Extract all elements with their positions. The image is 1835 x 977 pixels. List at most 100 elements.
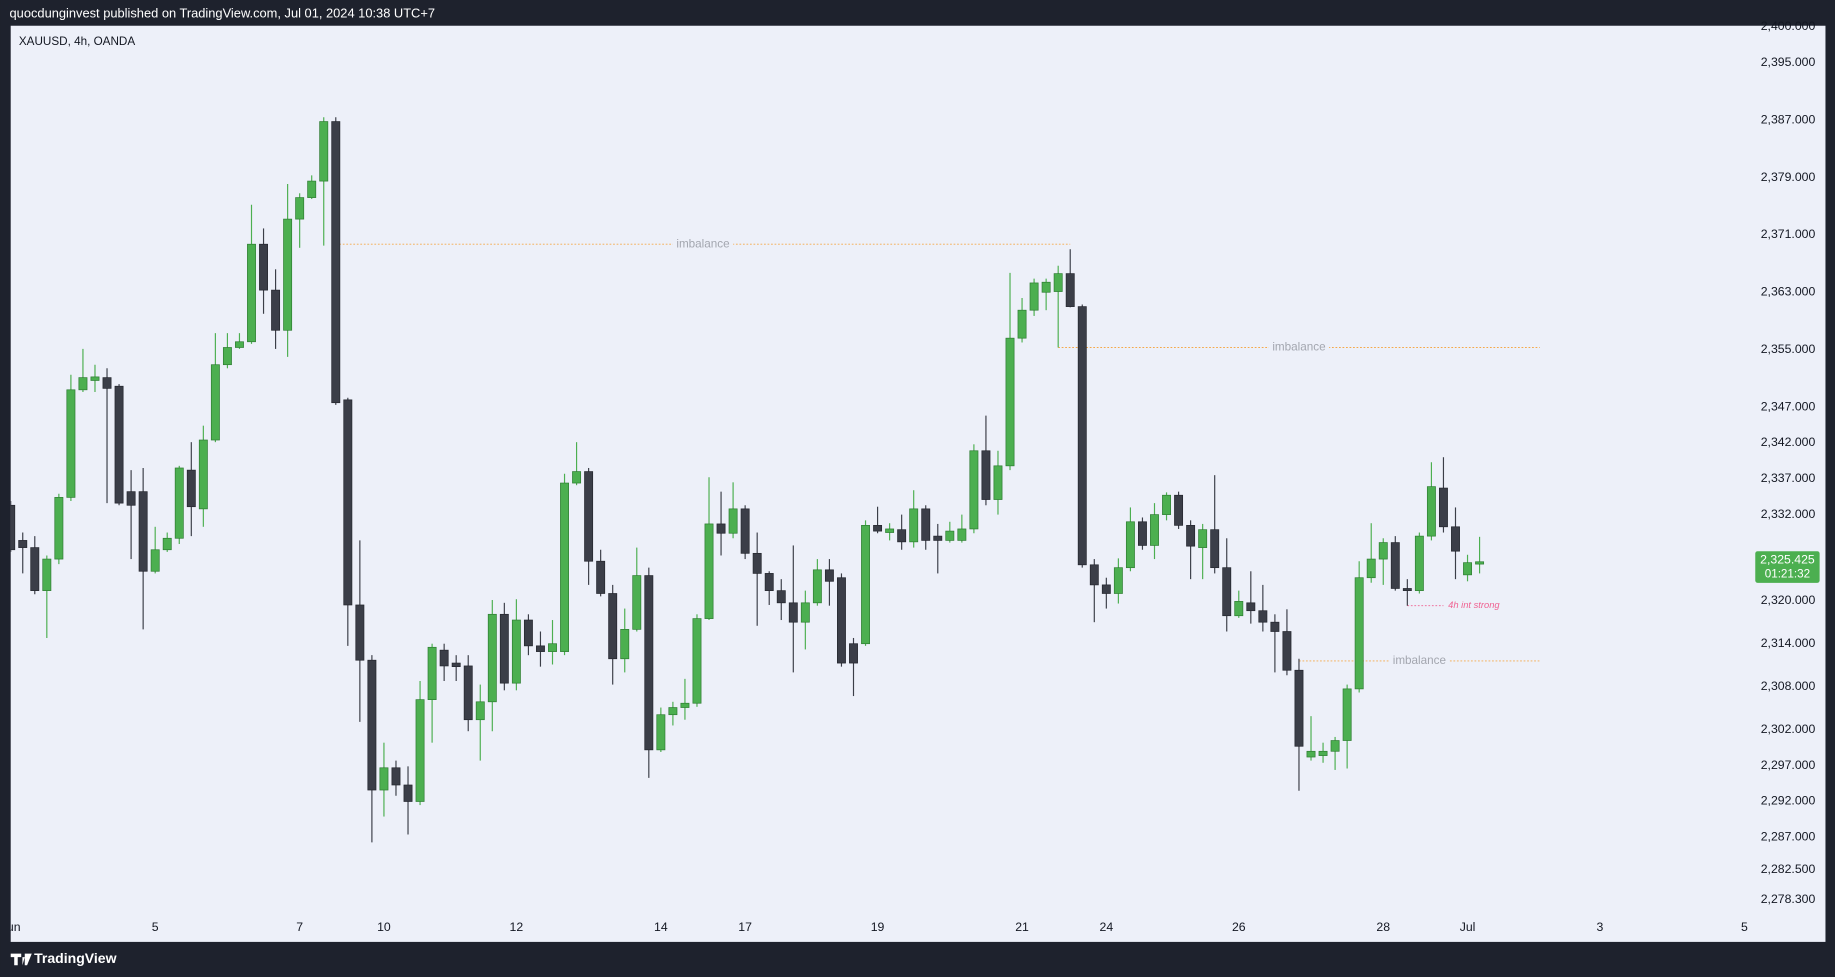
chart-panel bbox=[10, 25, 1826, 942]
candle-body bbox=[1174, 494, 1184, 526]
x-tick-label: Jun bbox=[1, 920, 21, 934]
x-tick-label: 5 bbox=[1741, 920, 1748, 934]
candle-body bbox=[1258, 610, 1268, 623]
candle-body bbox=[1222, 567, 1232, 617]
candle-body bbox=[18, 540, 28, 548]
candle-body bbox=[812, 569, 822, 604]
candle-body bbox=[861, 525, 870, 645]
candle-body bbox=[716, 523, 726, 534]
candle-body bbox=[800, 602, 810, 623]
candle-body bbox=[174, 467, 184, 539]
candle-body bbox=[909, 508, 919, 543]
candle-body bbox=[897, 529, 907, 543]
candle-body bbox=[921, 508, 931, 541]
candle-body bbox=[548, 643, 557, 652]
symbol-info: XAUUSD, 4h, OANDA bbox=[19, 35, 135, 48]
candle-body bbox=[584, 471, 594, 562]
candle-body bbox=[162, 537, 172, 551]
y-tick-label: 2,282.500 bbox=[1761, 862, 1816, 876]
candle-body bbox=[451, 662, 461, 668]
candle-body bbox=[319, 121, 329, 182]
candle-body bbox=[475, 701, 485, 721]
candle-body bbox=[572, 471, 582, 484]
candle-body bbox=[981, 450, 991, 500]
candle-body bbox=[776, 590, 786, 604]
candle-body bbox=[1113, 567, 1123, 594]
y-tick-label: 2,379.000 bbox=[1761, 170, 1816, 184]
candle-body bbox=[1246, 602, 1256, 612]
candle-body bbox=[596, 560, 606, 594]
x-tick-label: 24 bbox=[1100, 920, 1114, 934]
candle-body bbox=[42, 558, 52, 591]
candle-body bbox=[704, 523, 714, 619]
candle-body bbox=[1330, 740, 1340, 752]
candle-body bbox=[620, 629, 630, 660]
candle-body bbox=[247, 243, 256, 343]
candle-body bbox=[1089, 564, 1099, 586]
candle-body bbox=[560, 482, 569, 652]
candle-body bbox=[957, 528, 967, 541]
candle-body bbox=[1414, 535, 1424, 591]
candle-body bbox=[1053, 273, 1063, 292]
candle-body bbox=[1041, 281, 1051, 293]
candle-body bbox=[307, 180, 317, 198]
candle-body bbox=[656, 714, 666, 751]
candle-body bbox=[1005, 337, 1015, 467]
y-tick-label: 2,292.000 bbox=[1761, 794, 1816, 808]
y-tick-label: 2,314.000 bbox=[1761, 636, 1816, 650]
candle-body bbox=[427, 646, 437, 700]
candle-body bbox=[138, 491, 148, 572]
candle-body bbox=[259, 243, 268, 291]
candle-body bbox=[1186, 525, 1196, 547]
annotation-label: imbalance bbox=[1393, 654, 1446, 667]
x-tick-label: 12 bbox=[510, 920, 524, 934]
candle-body bbox=[1439, 487, 1448, 528]
candle-body bbox=[126, 491, 136, 506]
candle-body bbox=[1366, 558, 1376, 579]
candle-body bbox=[1451, 526, 1460, 552]
x-tick-label: 21 bbox=[1015, 920, 1029, 934]
candle-body bbox=[1426, 486, 1436, 537]
candle-body bbox=[1270, 621, 1280, 632]
candle-body bbox=[608, 593, 618, 660]
candle-body bbox=[463, 665, 473, 721]
candle-body bbox=[355, 604, 365, 661]
candle-body bbox=[788, 602, 798, 623]
candle-body bbox=[740, 508, 750, 554]
candle-body bbox=[379, 767, 389, 791]
candle-body bbox=[824, 569, 834, 582]
annotation-label-bg bbox=[672, 237, 734, 251]
y-tick-label: 2,347.000 bbox=[1761, 399, 1816, 413]
candle-body bbox=[692, 618, 702, 704]
x-tick-label: 17 bbox=[738, 920, 752, 934]
candle-body bbox=[186, 469, 196, 508]
candle-body bbox=[511, 619, 521, 684]
x-tick-label: 28 bbox=[1376, 920, 1390, 934]
candle-body bbox=[30, 547, 40, 591]
candle-body bbox=[1282, 631, 1292, 671]
candle-body bbox=[1029, 282, 1039, 311]
candle-body bbox=[271, 289, 281, 331]
candle-body bbox=[837, 577, 846, 664]
annotation-label-bg bbox=[1268, 340, 1330, 354]
candle-body bbox=[1138, 521, 1147, 546]
candle-body bbox=[102, 377, 112, 389]
candle-body bbox=[945, 530, 955, 541]
candle-body bbox=[198, 439, 208, 510]
y-tick-label: 2,308.000 bbox=[1761, 679, 1816, 693]
candle-body bbox=[1390, 542, 1400, 589]
candle-body bbox=[1463, 562, 1472, 576]
candle-body bbox=[10, 504, 16, 551]
plot-area: imbalance imbalance imbalance 4h int strong bbox=[10, 117, 1540, 843]
candle-body bbox=[849, 643, 858, 664]
candle-body bbox=[66, 389, 76, 498]
candle-body bbox=[1318, 750, 1328, 756]
candle-body bbox=[499, 613, 509, 684]
candle-body bbox=[632, 575, 642, 630]
axes: 2,400.000 2,395.000 2,387.000 2,379.000 2,37… bbox=[1, 19, 1820, 934]
countdown: 01:21:32 bbox=[1765, 568, 1811, 581]
candle-body bbox=[367, 659, 377, 791]
price-tag-label: 2,325.425 bbox=[1760, 552, 1815, 566]
candle-body bbox=[752, 552, 762, 574]
candle-body bbox=[403, 784, 413, 802]
